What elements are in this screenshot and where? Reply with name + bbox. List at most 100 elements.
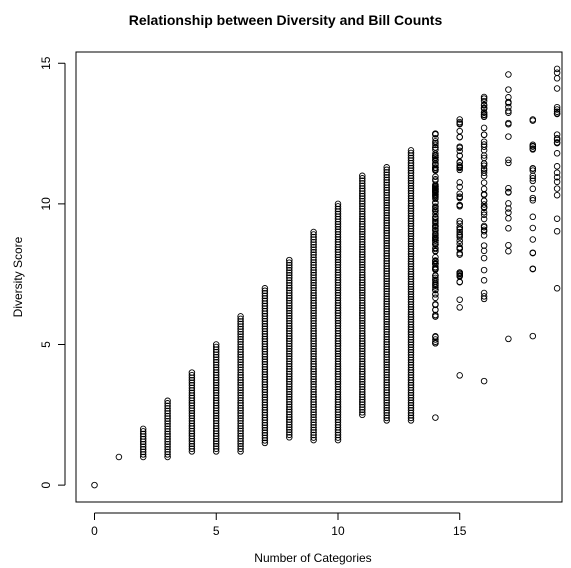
data-point	[529, 249, 537, 256]
data-point	[286, 378, 293, 385]
data-point	[188, 394, 196, 402]
data-point	[237, 422, 244, 430]
data-point	[286, 335, 293, 342]
data-point	[407, 220, 415, 227]
data-point	[480, 197, 488, 205]
data-point	[359, 261, 366, 269]
data-point	[407, 364, 415, 371]
data-point	[456, 152, 463, 160]
data-point	[359, 294, 366, 302]
data-point	[407, 177, 415, 184]
data-point	[407, 217, 415, 225]
data-point	[261, 363, 269, 371]
data-point	[553, 110, 561, 117]
data-point	[164, 435, 171, 443]
data-point	[480, 131, 488, 139]
data-point	[383, 260, 390, 267]
data-point	[286, 380, 293, 388]
data-point	[407, 321, 415, 328]
data-point	[359, 205, 366, 213]
data-point	[261, 416, 269, 424]
data-point	[286, 337, 293, 345]
chart-title: Relationship between Diversity and Bill …	[129, 12, 443, 28]
data-point	[334, 309, 342, 317]
data-point	[334, 203, 342, 210]
data-point	[407, 291, 415, 298]
data-point	[261, 414, 269, 421]
data-point	[188, 440, 196, 448]
data-point	[432, 333, 439, 341]
data-point	[237, 394, 244, 402]
data-point	[553, 191, 561, 199]
data-point	[91, 481, 98, 489]
data-point	[432, 230, 439, 237]
data-point	[188, 389, 196, 397]
data-point	[383, 267, 390, 275]
data-point	[286, 365, 293, 373]
data-point	[334, 251, 342, 258]
data-point	[383, 394, 390, 401]
data-point	[334, 398, 342, 406]
data-point	[188, 407, 196, 414]
data-point	[383, 361, 390, 369]
data-point	[407, 275, 415, 283]
data-point	[261, 295, 269, 302]
data-point	[505, 107, 512, 115]
data-point	[359, 241, 366, 248]
data-point	[359, 197, 366, 205]
data-point	[359, 350, 366, 358]
data-point	[237, 330, 244, 338]
data-point	[212, 356, 220, 364]
data-point	[407, 326, 415, 333]
data-point	[383, 257, 390, 265]
data-point	[334, 330, 342, 337]
data-point	[310, 276, 317, 284]
data-point	[383, 280, 390, 288]
data-point	[212, 348, 220, 356]
data-point	[359, 381, 366, 388]
data-point	[505, 215, 512, 222]
data-point	[383, 326, 390, 333]
data-point	[480, 102, 488, 109]
data-point	[359, 213, 366, 220]
data-point	[310, 355, 317, 363]
data-point	[359, 251, 366, 258]
data-point	[261, 297, 269, 305]
data-point	[237, 381, 244, 389]
data-point	[188, 399, 196, 407]
data-point	[407, 273, 415, 280]
data-point	[359, 368, 366, 375]
data-point	[188, 384, 196, 392]
data-point	[188, 382, 196, 389]
data-point	[480, 109, 488, 116]
data-point	[310, 315, 317, 322]
data-point	[359, 393, 366, 401]
data-point	[334, 266, 342, 274]
data-point	[237, 399, 244, 407]
data-point	[286, 261, 293, 269]
data-point	[480, 190, 488, 198]
data-point	[334, 347, 342, 355]
data-point	[359, 355, 366, 363]
data-point	[212, 374, 220, 381]
data-point	[286, 274, 293, 282]
data-point	[334, 327, 342, 335]
data-point	[261, 312, 269, 320]
data-point	[310, 231, 317, 238]
data-point	[456, 133, 463, 141]
data-point	[237, 389, 244, 397]
data-point	[456, 190, 463, 197]
data-point	[212, 359, 220, 366]
data-point	[505, 86, 512, 93]
data-point	[310, 393, 317, 401]
data-point	[407, 235, 415, 243]
data-point	[359, 256, 366, 263]
data-point	[432, 173, 439, 180]
data-point	[383, 308, 390, 315]
data-point	[383, 262, 390, 270]
data-point	[261, 317, 269, 325]
data-point	[237, 384, 244, 391]
data-point	[383, 255, 390, 262]
data-point	[237, 435, 244, 442]
data-point	[286, 342, 293, 350]
